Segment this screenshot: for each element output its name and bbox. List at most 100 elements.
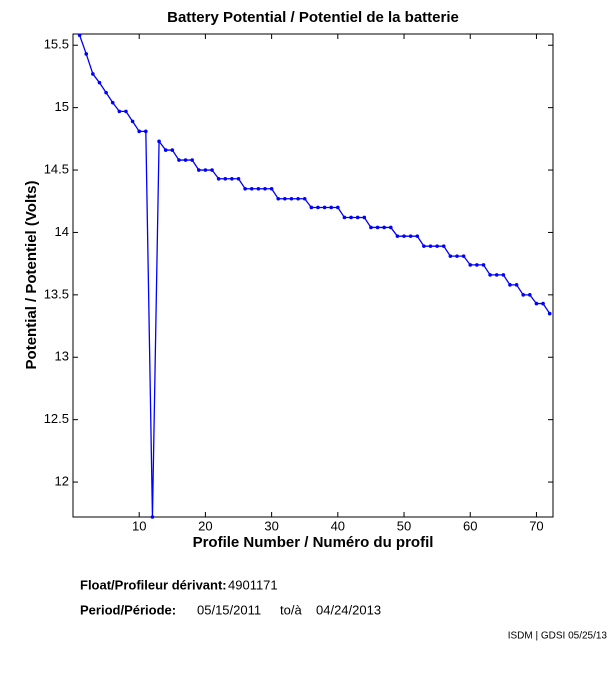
data-line <box>79 35 551 518</box>
data-point <box>349 215 353 220</box>
data-point <box>157 139 161 144</box>
data-point <box>322 205 327 210</box>
data-point <box>369 225 373 230</box>
data-point <box>276 196 281 201</box>
data-point <box>84 52 89 56</box>
data-point <box>534 301 539 306</box>
data-point <box>124 109 128 114</box>
data-point <box>110 100 115 105</box>
x-tick-label: 60 <box>463 518 477 533</box>
x-tick-label: 30 <box>264 518 278 533</box>
x-tick-label: 50 <box>397 518 411 533</box>
data-point <box>97 80 102 85</box>
data-point <box>375 225 380 230</box>
y-tick-label: 13.5 <box>44 286 69 301</box>
data-point <box>144 129 148 134</box>
float-id: 4901171 <box>228 577 278 592</box>
footer: ISDM | GDSI 05/25/13 <box>508 631 608 642</box>
data-point <box>196 168 201 172</box>
data-point <box>223 176 228 181</box>
data-point <box>528 293 532 297</box>
data-point <box>91 72 95 76</box>
data-point <box>170 148 175 152</box>
data-point <box>395 234 400 238</box>
x-tick-label: 70 <box>529 518 543 533</box>
data-point <box>183 158 188 162</box>
x-tick-label: 20 <box>198 518 212 533</box>
data-point <box>302 196 307 201</box>
data-point <box>475 263 479 267</box>
data-point <box>163 148 168 152</box>
chart-title: Battery Potential / Potentiel de la batt… <box>167 9 459 26</box>
y-tick-label: 14 <box>55 224 69 239</box>
data-point <box>428 244 433 248</box>
data-point <box>547 311 552 316</box>
data-point <box>130 119 135 124</box>
period-label: Period/Période: <box>80 602 176 617</box>
period-start: 05/15/2011 <box>197 602 261 617</box>
data-point <box>104 90 108 95</box>
data-point <box>243 186 247 191</box>
data-point <box>342 215 347 220</box>
data-point <box>455 254 459 258</box>
data-point <box>283 196 287 201</box>
data-point <box>210 168 214 172</box>
y-tick-label: 12 <box>55 473 69 488</box>
data-point <box>216 176 221 181</box>
data-point <box>468 263 473 267</box>
data-point <box>461 254 466 258</box>
data-point <box>435 244 439 248</box>
y-axis-label: Potential / Potentiel (Volts) <box>23 181 40 370</box>
data-point <box>521 293 526 297</box>
data-point <box>203 168 208 172</box>
data-point <box>388 225 393 230</box>
data-point <box>249 186 254 191</box>
data-point <box>177 158 181 162</box>
data-point <box>296 196 300 201</box>
data-point <box>422 244 426 248</box>
data-point <box>263 186 267 191</box>
data-point <box>501 273 506 277</box>
x-axis-label: Profile Number / Numéro du profil <box>193 534 434 551</box>
data-point <box>508 283 512 287</box>
y-tick-label: 12.5 <box>44 411 69 426</box>
data-point <box>150 515 155 519</box>
data-point <box>494 273 499 277</box>
y-tick-label: 15.5 <box>44 37 69 52</box>
data-point <box>514 283 519 287</box>
data-point <box>190 158 194 162</box>
data-point <box>362 215 367 220</box>
data-point <box>117 109 122 114</box>
data-point <box>382 225 386 230</box>
period-to: to/à <box>280 602 302 617</box>
y-tick-label: 15 <box>55 99 69 114</box>
data-point <box>448 254 453 258</box>
data-point <box>355 215 360 220</box>
data-point <box>481 263 486 267</box>
data-point <box>236 176 241 181</box>
data-point <box>441 244 446 248</box>
data-point <box>408 234 413 238</box>
data-point <box>77 33 82 38</box>
y-tick-label: 13 <box>55 349 69 364</box>
data-point <box>289 196 294 201</box>
data-point <box>269 186 274 191</box>
data-point <box>137 129 142 134</box>
x-tick-label: 10 <box>132 518 146 533</box>
float-label: Float/Profileur dérivant: <box>80 577 227 592</box>
data-point <box>336 205 340 210</box>
data-point <box>488 273 492 277</box>
data-point <box>316 205 320 210</box>
data-point <box>256 186 261 191</box>
y-tick-label: 14.5 <box>44 161 69 176</box>
data-point <box>309 205 314 210</box>
data-point <box>402 234 406 238</box>
data-point <box>541 301 545 306</box>
x-tick-label: 40 <box>331 518 345 533</box>
data-point <box>329 205 334 210</box>
period-end: 04/24/2013 <box>316 602 381 617</box>
data-point <box>415 234 420 238</box>
data-point <box>230 176 234 181</box>
plot-frame <box>72 33 554 518</box>
